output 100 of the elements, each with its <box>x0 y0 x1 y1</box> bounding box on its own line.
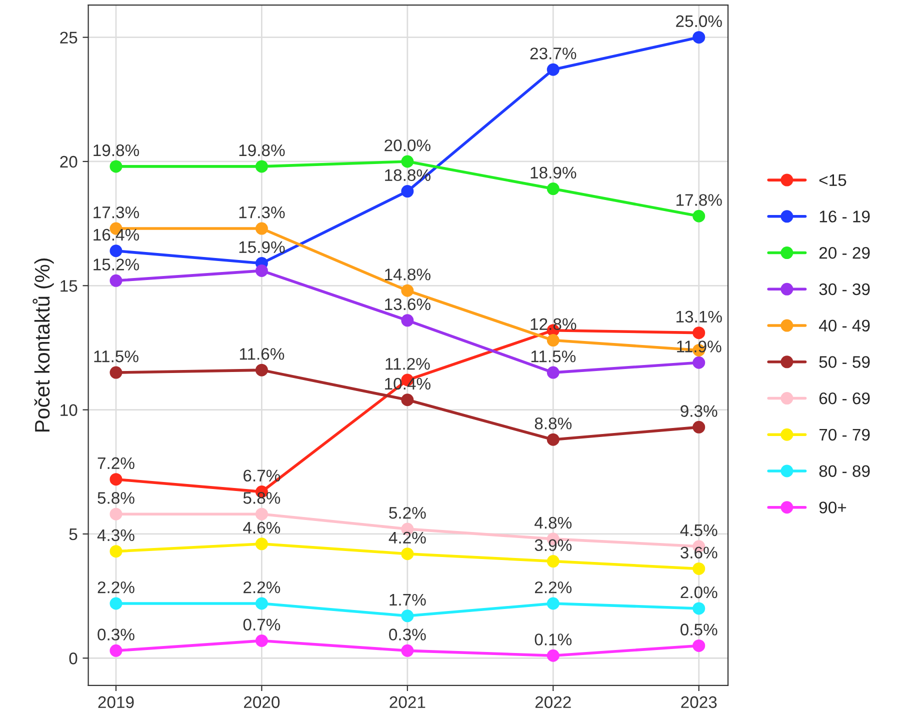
point <box>546 63 560 76</box>
data-label: 11.2% <box>386 358 430 370</box>
legend-label: 50 - 59 <box>819 356 870 368</box>
data-label: 11.5% <box>94 350 138 362</box>
data-label: 1.7% <box>390 594 426 606</box>
point <box>255 222 268 235</box>
point <box>401 644 414 657</box>
data-label: 15.9% <box>239 241 285 254</box>
data-label: 5.8% <box>243 492 280 504</box>
data-label: 17.3% <box>239 206 285 218</box>
legend-label: 90+ <box>819 502 846 514</box>
data-label: 4.8% <box>534 516 572 529</box>
y-tick-label: 10 <box>60 404 78 416</box>
point <box>546 433 560 446</box>
point <box>401 394 414 406</box>
data-label: 23.7% <box>530 48 576 60</box>
data-label: 11.6% <box>240 348 284 360</box>
legend-label: <15 <box>819 174 846 186</box>
point <box>110 597 122 610</box>
data-label: 2.2% <box>244 581 280 594</box>
point <box>110 366 122 379</box>
data-label: 19.8% <box>94 144 140 156</box>
data-label: 16.4% <box>94 228 140 241</box>
data-label: 4.5% <box>680 524 718 536</box>
x-tick-label: 2019 <box>98 696 134 708</box>
point <box>692 326 706 340</box>
point <box>692 639 706 652</box>
data-label: 11.5% <box>531 350 576 362</box>
data-label: 14.8% <box>385 268 430 280</box>
point <box>110 545 122 558</box>
point <box>255 597 268 610</box>
data-label: 17.8% <box>676 194 722 206</box>
y-tick-label: 20 <box>60 156 78 168</box>
legend-label: 16 - 19 <box>820 210 870 222</box>
legend-label: 80 - 89 <box>819 465 870 478</box>
point <box>546 649 560 662</box>
point <box>401 548 414 560</box>
y-tick-label: 15 <box>60 280 78 292</box>
point <box>110 244 122 258</box>
data-label: 0.3% <box>389 628 426 640</box>
data-label: 17.3% <box>94 206 140 218</box>
point <box>110 508 122 520</box>
point <box>255 264 268 277</box>
point <box>401 155 414 168</box>
point <box>546 182 560 196</box>
legend-label: 30 - 39 <box>819 283 870 296</box>
data-label: 5.2% <box>389 506 426 519</box>
point <box>692 602 706 615</box>
data-label: 3.9% <box>534 539 572 552</box>
data-label: 25.0% <box>676 15 722 28</box>
x-tick-label: 2021 <box>390 696 426 708</box>
data-label: 3.6% <box>680 546 718 558</box>
point <box>255 364 268 376</box>
legend-label: 60 - 69 <box>819 392 870 404</box>
point <box>255 634 268 647</box>
point <box>692 356 706 369</box>
data-label: 0.3% <box>98 628 134 640</box>
data-label: 13.1% <box>676 310 722 323</box>
data-label: 20.0% <box>384 139 430 152</box>
point <box>692 210 706 222</box>
point <box>546 597 560 610</box>
point <box>255 538 268 550</box>
legend-label: 20 - 29 <box>819 246 870 259</box>
point <box>110 274 122 287</box>
point <box>692 31 706 44</box>
point <box>692 562 706 575</box>
data-label: 0.1% <box>534 634 572 646</box>
legend-label: 70 - 79 <box>819 428 870 441</box>
data-label: 8.8% <box>534 418 572 430</box>
point <box>401 284 414 297</box>
point <box>546 366 560 379</box>
point <box>401 185 414 198</box>
point <box>692 420 706 434</box>
point <box>401 610 414 622</box>
data-label: 18.9% <box>530 166 576 179</box>
data-label: 15.2% <box>94 258 140 270</box>
data-label: 2.2% <box>534 581 572 594</box>
data-label: 13.6% <box>385 298 430 310</box>
point <box>255 160 268 173</box>
point <box>546 555 560 568</box>
point <box>110 160 122 173</box>
data-label: 7.2% <box>98 457 134 470</box>
point <box>401 314 414 327</box>
data-label: 4.3% <box>97 529 134 542</box>
point <box>110 644 122 657</box>
data-label: 6.7% <box>244 470 280 482</box>
y-tick-label: 0 <box>69 652 78 664</box>
data-label: 2.0% <box>680 586 718 598</box>
y-tick-label: 25 <box>60 32 78 44</box>
data-label: 9.3% <box>680 405 718 417</box>
data-label: 5.8% <box>98 492 134 504</box>
y-axis-title: Počet kontaktů (%) <box>32 258 54 432</box>
y-tick-label: 5 <box>69 528 78 540</box>
legend-label: 40 - 49 <box>818 320 870 332</box>
data-label: 0.7% <box>243 618 280 631</box>
data-label: 0.5% <box>680 624 718 636</box>
x-tick-label: 2020 <box>244 696 280 708</box>
data-label: 19.8% <box>239 144 285 156</box>
point <box>110 473 122 486</box>
data-label: 4.6% <box>243 522 280 534</box>
